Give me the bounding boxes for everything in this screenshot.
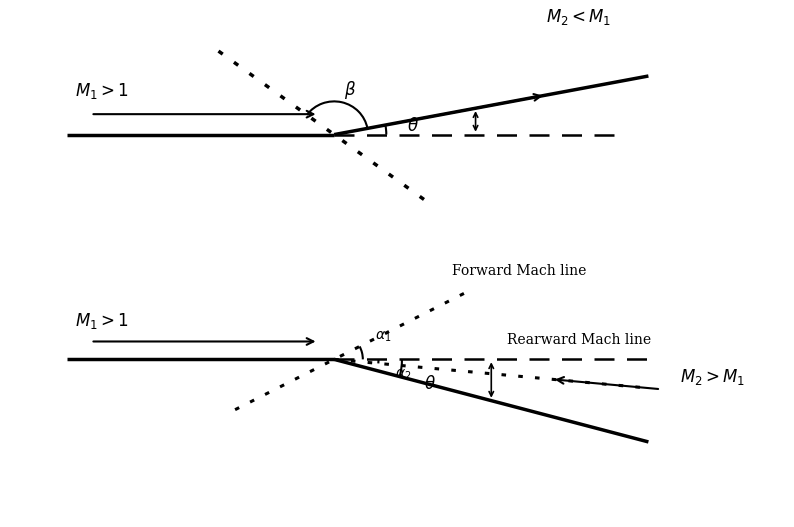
Text: Rearward Mach line: Rearward Mach line [507,333,651,347]
Text: $M_2 > M_1$: $M_2 > M_1$ [680,367,746,387]
Text: $\theta$: $\theta$ [424,375,436,393]
Text: $M_1 > 1$: $M_1 > 1$ [75,311,129,331]
Text: $\alpha_2$: $\alpha_2$ [395,367,411,382]
Text: $M_1 > 1$: $M_1 > 1$ [75,81,129,101]
Text: $\theta$: $\theta$ [407,116,418,135]
Text: Forward Mach line: Forward Mach line [452,264,587,278]
Text: $\alpha_1$: $\alpha_1$ [375,330,391,344]
Text: $\beta$: $\beta$ [345,79,357,101]
Text: $M_2 < M_1$: $M_2 < M_1$ [546,7,611,27]
